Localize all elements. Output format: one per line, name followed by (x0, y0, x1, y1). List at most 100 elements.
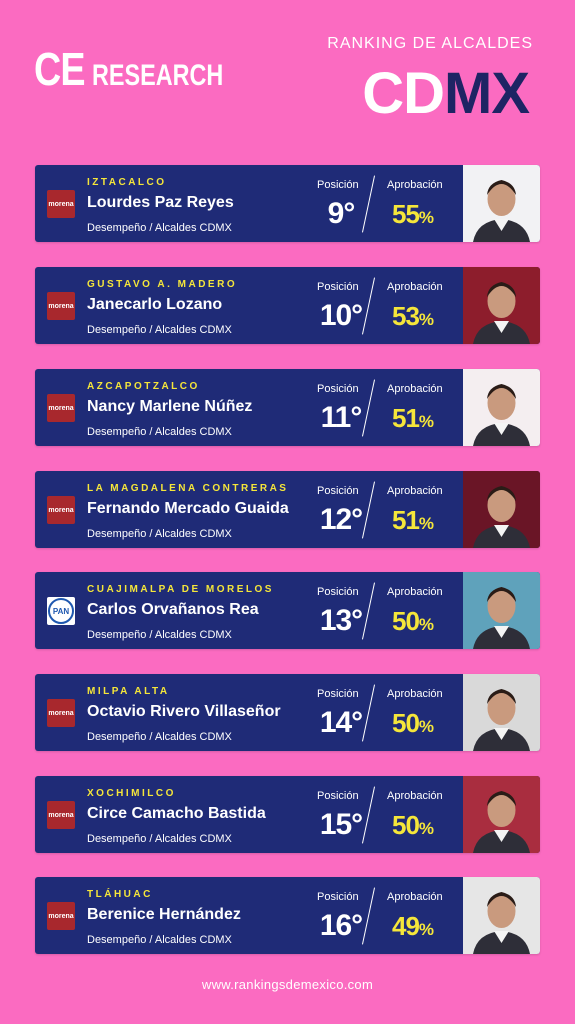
position-label: Posición (317, 891, 359, 903)
position-value: 11° (320, 401, 363, 434)
ranking-card: morena MILPA ALTA Octavio Rivero Villaseño… (35, 674, 540, 751)
card-description: Desempeño / Alcaldes CDMX (87, 528, 232, 540)
person-silhouette-icon (473, 486, 530, 548)
ranking-card: morena TLÁHUAC Berenice Hernández Desempeño… (35, 877, 540, 954)
position-value: 10° (319, 299, 363, 332)
approval-percent: % (418, 310, 435, 329)
footer-url[interactable]: www.rankingsdemexico.com (201, 977, 374, 992)
borough-name: TLÁHUAC (87, 889, 153, 900)
approval-percent: % (418, 514, 435, 533)
approval-label: Aprobación (387, 485, 443, 497)
position-value: 9° (327, 197, 356, 230)
borough-name: GUSTAVO A. MADERO (87, 279, 238, 290)
position-label: Posición (317, 586, 359, 598)
ranking-subtitle: RANKING DE ALCALDES (327, 35, 533, 52)
borough-name: XOCHIMILCO (87, 788, 176, 799)
person-silhouette-icon (473, 384, 530, 446)
mayor-name: Berenice Hernández (87, 906, 241, 923)
position-value: 16° (319, 909, 363, 942)
position-label: Posición (317, 790, 359, 802)
card-description: Desempeño / Alcaldes CDMX (87, 324, 232, 336)
position-label: Posición (317, 688, 359, 700)
approval-number: 55 (392, 199, 420, 229)
card-description: Desempeño / Alcaldes CDMX (87, 426, 232, 438)
mayor-photo (463, 776, 540, 853)
party-logo-text: morena (48, 200, 74, 208)
party-logo-morena: morena (47, 292, 75, 320)
approval-value: 49% (392, 911, 434, 942)
mayor-photo (463, 369, 540, 446)
approval-value: 50% (392, 606, 434, 637)
approval-label: Aprobación (387, 891, 443, 903)
party-logo-text: morena (48, 404, 74, 412)
mayor-photo (463, 572, 540, 649)
mayor-name: Fernando Mercado Guaida (87, 500, 289, 517)
mayor-photo (463, 877, 540, 954)
person-silhouette-icon (473, 791, 530, 853)
mayor-photo (463, 674, 540, 751)
mayor-name: Janecarlo Lozano (87, 296, 223, 313)
mayor-name: Lourdes Paz Reyes (87, 194, 234, 211)
ranking-card: morena AZCAPOTZALCO Nancy Marlene Núñez Des… (35, 369, 540, 446)
party-logo-text: morena (48, 912, 74, 920)
approval-value: 50% (392, 810, 434, 841)
ranking-card: PAN CUAJIMALPA DE MORELOS Carlos Orvañanos… (35, 572, 540, 649)
approval-number: 51 (392, 403, 420, 433)
approval-label: Aprobación (387, 383, 443, 395)
position-label: Posición (317, 179, 359, 191)
card-description: Desempeño / Alcaldes CDMX (87, 222, 232, 234)
mayor-name: Circe Camacho Bastida (87, 805, 266, 822)
logo-research: RESEARCH (92, 59, 224, 92)
person-silhouette-icon (473, 892, 530, 954)
approval-label: Aprobación (387, 790, 443, 802)
card-description: Desempeño / Alcaldes CDMX (87, 731, 232, 743)
approval-percent: % (418, 412, 435, 431)
card-description: Desempeño / Alcaldes CDMX (87, 833, 232, 845)
borough-name: AZCAPOTZALCO (87, 381, 200, 392)
person-silhouette-icon (473, 282, 530, 344)
mayor-name: Carlos Orvañanos Rea (87, 601, 259, 618)
mayor-name: Octavio Rivero Villaseñor (87, 703, 281, 720)
ranking-card: morena LA MAGDALENA CONTRERAS Fernando Mer… (35, 471, 540, 548)
borough-name: LA MAGDALENA CONTRERAS (87, 483, 289, 494)
party-logo-morena: morena (47, 902, 75, 930)
person-silhouette-icon (473, 587, 530, 649)
approval-value: 51% (392, 403, 434, 434)
mayor-photo (463, 165, 540, 242)
borough-name: IZTACALCO (87, 177, 167, 188)
card-description: Desempeño / Alcaldes CDMX (87, 934, 232, 946)
position-value: 13° (319, 604, 363, 637)
approval-value: 53% (392, 301, 434, 332)
title-cd: CD (362, 61, 445, 126)
approval-number: 51 (392, 505, 420, 535)
ce-research-logo: CE RESEARCH (34, 42, 260, 96)
ranking-card: morena IZTACALCO Lourdes Paz Reyes Desempeñ… (35, 165, 540, 242)
approval-percent: % (418, 615, 435, 634)
ranking-card: morena GUSTAVO A. MADERO Janecarlo Lozano D… (35, 267, 540, 344)
borough-name: CUAJIMALPA DE MORELOS (87, 584, 274, 595)
approval-number: 50 (392, 708, 420, 738)
position-value: 15° (319, 808, 363, 841)
approval-value: 50% (392, 708, 434, 739)
party-logo-morena: morena (47, 496, 75, 524)
approval-label: Aprobación (387, 586, 443, 598)
party-logo-text: morena (48, 506, 74, 514)
approval-number: 50 (392, 810, 420, 840)
approval-value: 55% (392, 199, 434, 230)
card-description: Desempeño / Alcaldes CDMX (87, 629, 232, 641)
mayor-name: Nancy Marlene Núñez (87, 398, 253, 415)
party-logo-morena: morena (47, 394, 75, 422)
mayor-photo (463, 471, 540, 548)
approval-percent: % (418, 717, 435, 736)
borough-name: MILPA ALTA (87, 686, 170, 697)
approval-number: 50 (392, 606, 420, 636)
party-logo-pan: PAN (47, 597, 75, 625)
logo-ce: CE (34, 43, 86, 95)
position-label: Posición (317, 383, 359, 395)
party-logo-morena: morena (47, 190, 75, 218)
approval-value: 51% (392, 505, 434, 536)
party-logo-text: PAN (48, 598, 74, 624)
party-logo-morena: morena (47, 699, 75, 727)
position-value: 12° (319, 503, 363, 536)
party-logo-text: morena (48, 302, 74, 310)
